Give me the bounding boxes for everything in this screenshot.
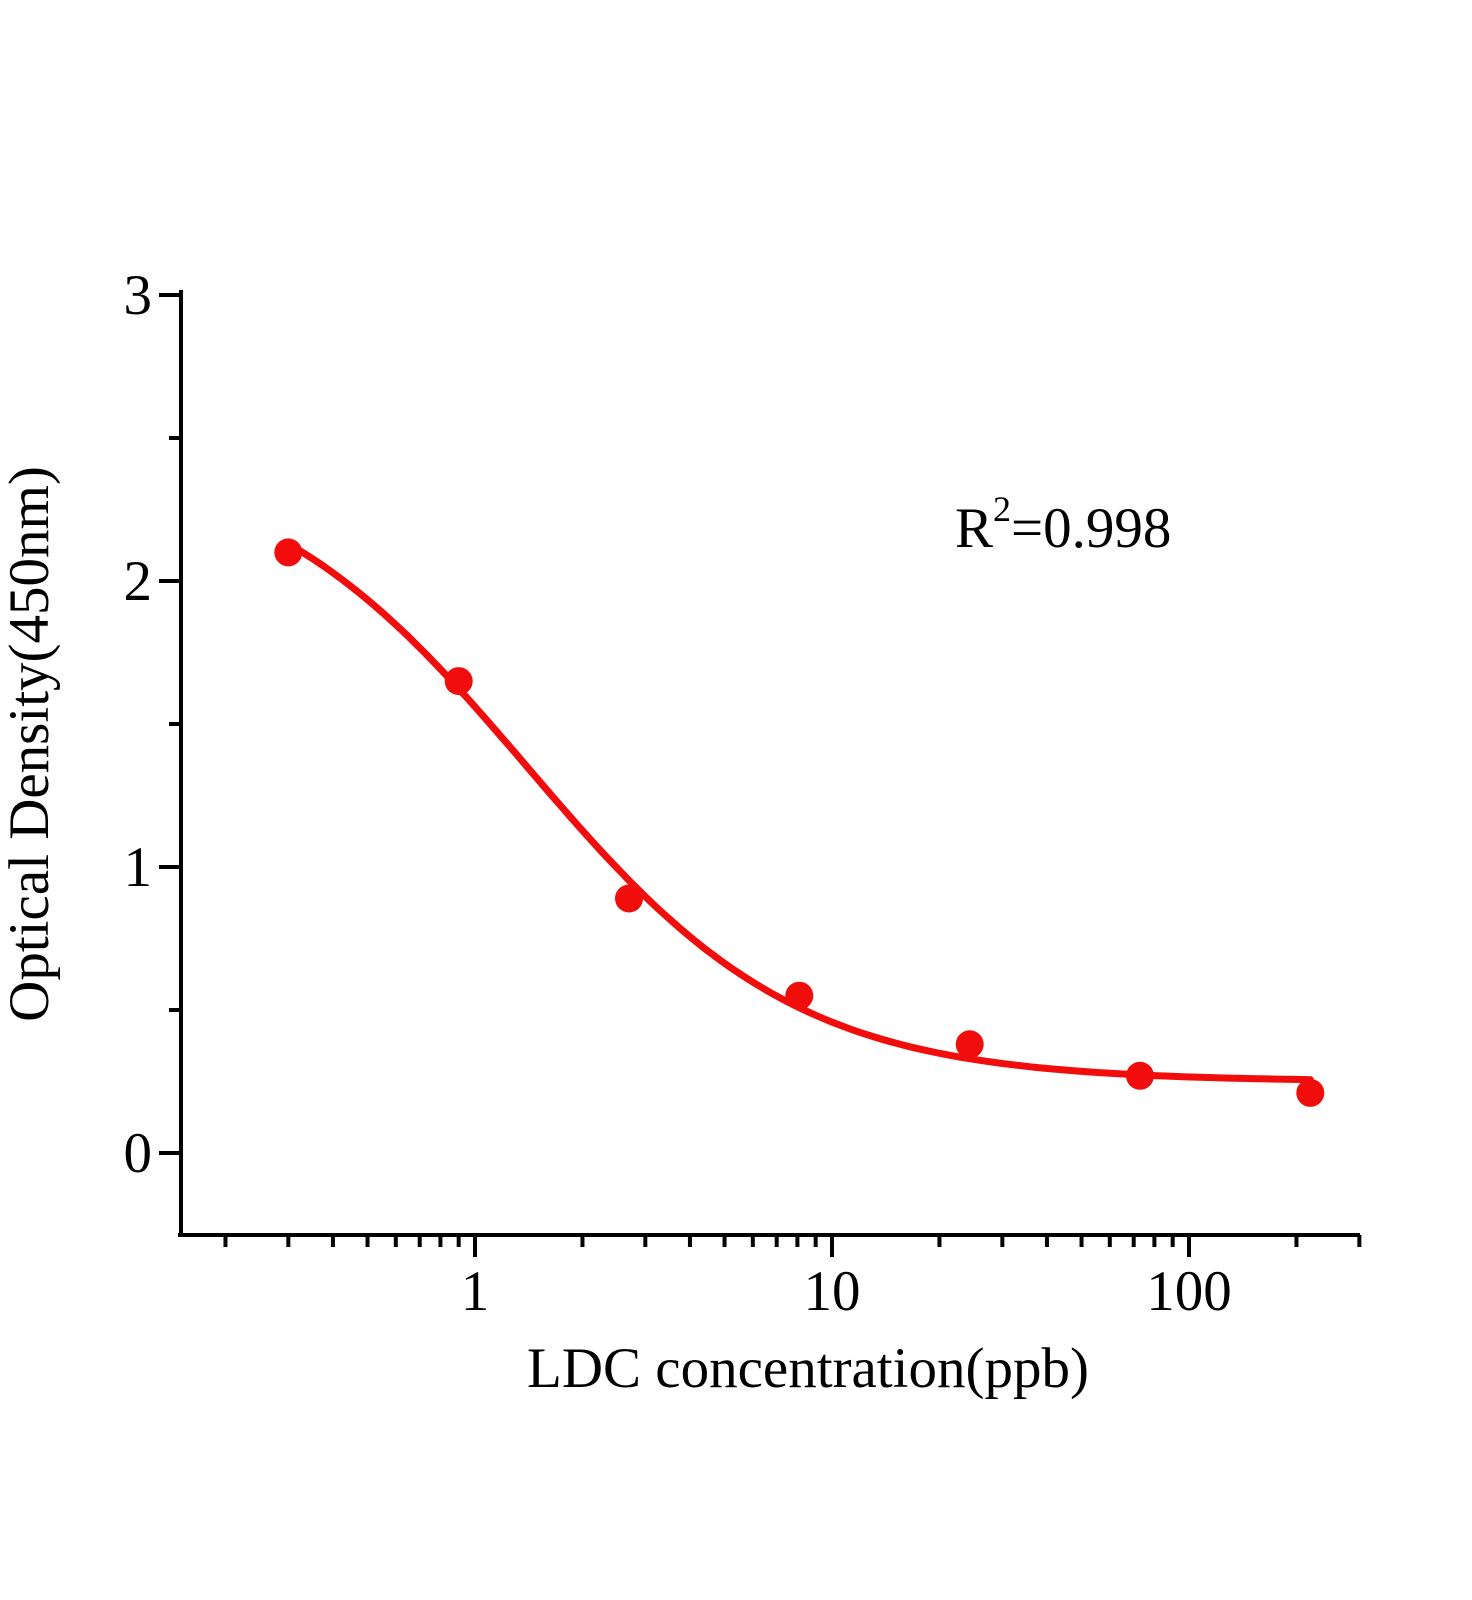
y-tick-label: 1 — [124, 836, 153, 899]
x-axis-title: LDC concentration(ppb) — [527, 1337, 1089, 1400]
data-point — [955, 1030, 984, 1059]
y-tick-label: 0 — [124, 1122, 153, 1185]
r-squared-annotation: R2=0.998 — [955, 489, 1171, 560]
data-point — [1126, 1061, 1154, 1090]
r-squared-base: R — [955, 497, 993, 560]
r-squared-superscript: 2 — [993, 489, 1011, 529]
x-tick-label: 1 — [461, 1260, 490, 1323]
axes-group: 1 10 100 0 1 2 3 — [124, 264, 1362, 1323]
x-tick-label: 100 — [1146, 1260, 1232, 1323]
y-tick-label: 3 — [124, 264, 153, 327]
data-point — [444, 667, 473, 696]
series-group — [274, 538, 1325, 1107]
data-point — [785, 981, 814, 1010]
data-point — [274, 538, 303, 567]
r-squared-value: =0.998 — [1011, 497, 1171, 560]
y-tick-label: 2 — [124, 550, 153, 613]
y-axis-title: Optical Density(450nm) — [0, 466, 61, 1022]
data-point — [1296, 1078, 1325, 1107]
x-tick-label: 10 — [804, 1260, 861, 1323]
data-point — [615, 884, 643, 913]
